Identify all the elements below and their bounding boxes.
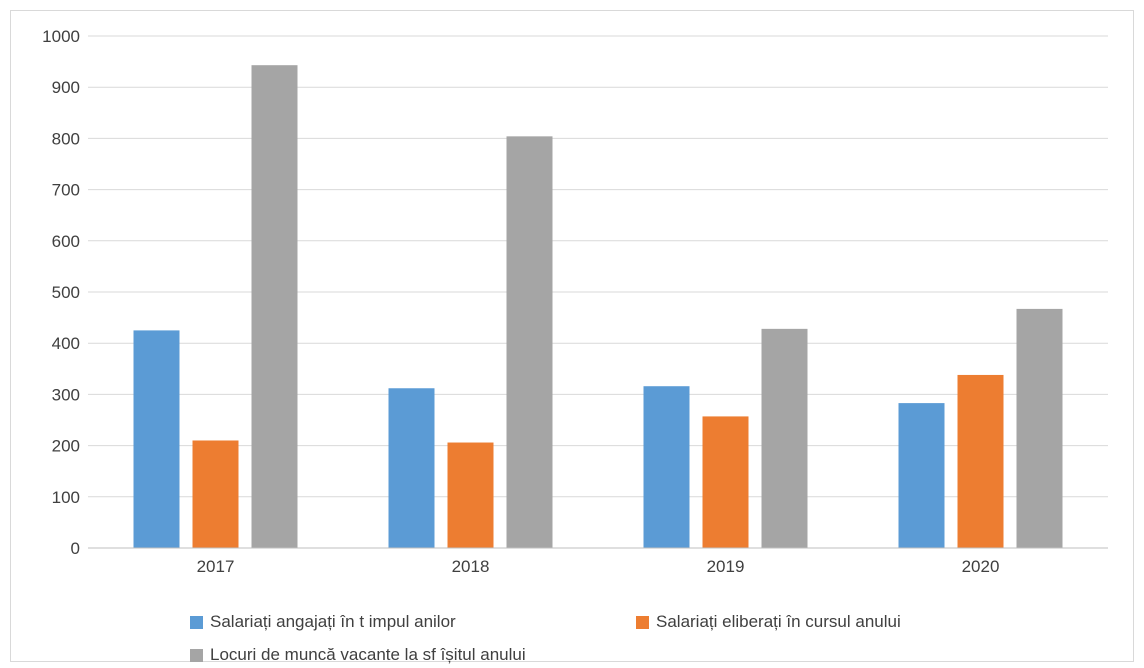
bar-series-1-2020 — [898, 403, 945, 548]
bar-series-3-2018 — [506, 136, 553, 549]
y-tick-label: 700 — [52, 181, 80, 200]
x-tick-label: 2018 — [452, 557, 490, 576]
legend-item-series-1: Salariați angajați în t impul anilor — [190, 612, 456, 632]
x-tick-label: 2019 — [707, 557, 745, 576]
legend-swatch-series-1 — [190, 615, 203, 629]
bar-series-3-2019 — [761, 328, 808, 548]
chart-frame — [10, 10, 1134, 662]
bar-series-2-2020 — [957, 374, 1004, 548]
y-tick-label: 500 — [52, 283, 80, 302]
legend: Salariați angajați în t impul anilor Sal… — [190, 612, 1090, 668]
bar-series-3-2017 — [251, 65, 298, 549]
bar-series-1-2017 — [133, 330, 180, 548]
legend-swatch-series-2 — [636, 615, 649, 629]
y-tick-label: 900 — [52, 78, 80, 97]
legend-label-series-1: Salariați angajați în t impul anilor — [210, 612, 456, 631]
bar-series-1-2019 — [643, 386, 690, 548]
x-tick-label: 2017 — [197, 557, 235, 576]
gridlines — [88, 35, 1108, 549]
axes: 0 100 200 300 400 500 600 700 800 900 1000 2017 2018… — [42, 27, 1108, 576]
y-tick-label: 0 — [71, 539, 80, 558]
bar-series-1-2018 — [388, 388, 435, 548]
legend-item-series-2: Salariați eliberați în cursul anului — [636, 612, 901, 632]
y-tick-label: 1000 — [42, 27, 80, 46]
y-tick-label: 200 — [52, 437, 80, 456]
y-tick-label: 300 — [52, 385, 80, 404]
bar-series-2-2018 — [447, 442, 494, 548]
legend-item-series-3: Locuri de muncă vacante la sf îșitul anu… — [190, 645, 526, 665]
y-tick-label: 400 — [52, 334, 80, 353]
x-tick-label: 2020 — [962, 557, 1000, 576]
bar-series-2-2017 — [192, 440, 239, 548]
bar-series-3-2020 — [1016, 308, 1063, 548]
bars — [133, 65, 1063, 549]
y-tick-label: 100 — [52, 488, 80, 507]
bar-series-2-2019 — [702, 416, 749, 548]
legend-label-series-2: Salariați eliberați în cursul anului — [656, 612, 901, 631]
y-tick-label: 800 — [52, 129, 80, 148]
y-tick-label: 600 — [52, 232, 80, 251]
legend-label-series-3: Locuri de muncă vacante la sf îșitul anu… — [210, 645, 526, 664]
legend-swatch-series-3 — [190, 648, 203, 662]
